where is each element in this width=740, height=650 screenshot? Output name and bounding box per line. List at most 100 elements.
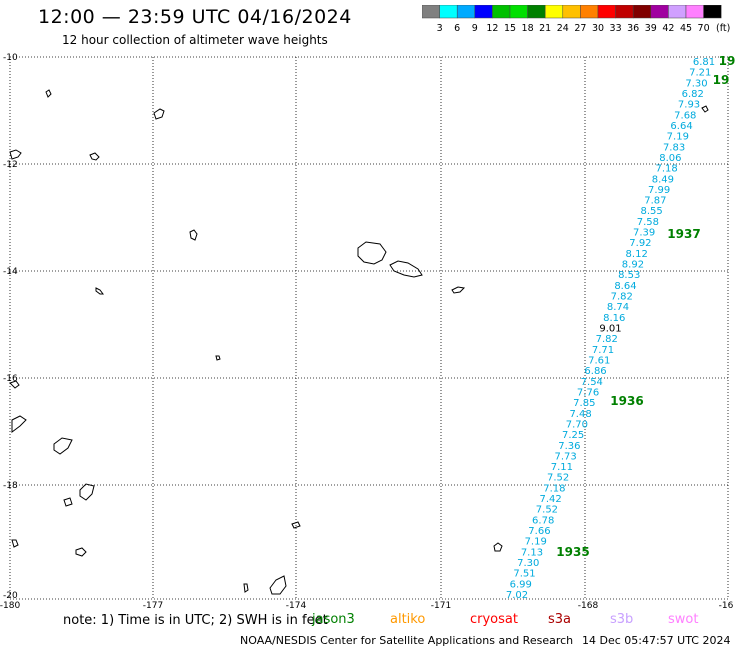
latitude-label: -18: [3, 481, 18, 491]
wave-height-value: 8.53: [618, 270, 640, 281]
colorbar-swatch: [703, 5, 722, 19]
generated-timestamp: 14 Dec 05:47:57 UTC 2024: [582, 634, 731, 647]
wave-height-value: 7.61: [588, 355, 610, 366]
wave-height-value: 7.30: [517, 558, 539, 569]
island-outline: [79, 483, 95, 501]
wave-height-value: 6.99: [510, 579, 532, 590]
wave-height-value: 7.83: [663, 142, 685, 153]
wave-height-value: 7.85: [573, 398, 595, 409]
wave-height-value: 7.19: [525, 537, 547, 548]
wave-height-value: 7.25: [562, 430, 584, 441]
colorbar-tick-label: 42: [662, 23, 674, 34]
wave-height-value: 8.55: [641, 206, 663, 217]
wave-height-colorbar: 3 6 9 12 15 18 21 24 27 30 33 36 39 42 45 70 (ft): [422, 5, 730, 34]
wave-height-value: 7.21: [689, 68, 711, 79]
longitude-label: -168: [578, 601, 599, 610]
wave-height-value: 7.30: [685, 78, 707, 89]
map-title: 12:00 — 23:59 UTC 04/16/2024: [38, 6, 352, 28]
longitude-label: -16: [719, 601, 734, 610]
wave-height-value: 8.16: [603, 313, 625, 324]
wave-height-value: 7.92: [629, 238, 651, 249]
wave-height-value: 7.54: [581, 377, 603, 388]
island-outline: [95, 287, 104, 295]
colorbar-tick-label: 33: [610, 23, 622, 34]
wave-height-value: 7.11: [551, 462, 573, 473]
island-outline: [11, 539, 19, 548]
wave-height-value: 7.58: [637, 217, 659, 228]
island-outline: [701, 105, 709, 113]
island-outline: [63, 497, 73, 507]
wave-height-value: 8.92: [622, 260, 644, 271]
pass-number-label: 19: [719, 54, 736, 68]
colorbar-tick-label: 9: [472, 23, 478, 34]
island-outline: [153, 108, 165, 120]
island-outline: [215, 355, 221, 361]
island-outline: [493, 542, 503, 552]
footer-note: note: 1) Time is in UTC; 2) SWH is in fe…: [63, 613, 328, 628]
wave-height-value: 7.82: [611, 292, 633, 303]
island-outline: [53, 437, 73, 455]
wave-height-value: 7.39: [633, 228, 655, 239]
island-outline: [11, 415, 27, 433]
wave-height-value: 6.64: [670, 121, 692, 132]
colorbar-tick-label: 12: [486, 23, 498, 34]
wave-height-value: 6.86: [584, 366, 606, 377]
island-outline: [45, 89, 52, 98]
map-grid: [9, 56, 729, 600]
colorbar-tick-label: 15: [504, 23, 516, 34]
mission-label-swot: swot: [668, 612, 699, 627]
colorbar-tick-label: 70: [698, 23, 710, 34]
wave-height-value: 7.48: [569, 409, 591, 420]
colorbar-tick-label: 21: [539, 23, 551, 34]
altimeter-map: 6.817.217.306.827.937.686.647.197.838.06…: [0, 53, 736, 610]
wave-height-value: 7.68: [674, 110, 696, 121]
wave-height-value: 7.93: [678, 100, 700, 111]
colorbar-tick-label: 18: [522, 23, 534, 34]
wave-height-value: 7.18: [655, 164, 677, 175]
wave-height-value: 7.70: [566, 419, 588, 430]
island-outline: [291, 521, 301, 529]
wave-height-value: 7.76: [577, 387, 599, 398]
wave-height-value: 8.49: [652, 174, 674, 185]
colorbar-unit: (ft): [716, 23, 730, 34]
pass-number-label: 1936: [610, 394, 643, 408]
colorbar-tick-label: 39: [645, 23, 657, 34]
island-outline: [189, 229, 198, 241]
wave-height-value: 6.81: [693, 57, 715, 68]
longitude-label: -174: [286, 601, 307, 610]
wave-height-value: 8.12: [626, 249, 648, 260]
mission-label-jason3: jason3: [312, 612, 355, 627]
island-outline: [269, 575, 287, 595]
pass-number-label: 1935: [556, 545, 589, 559]
wave-height-value: 7.87: [644, 196, 666, 207]
mission-label-altiko: altiko: [390, 612, 426, 627]
wave-height-value: 7.42: [540, 494, 562, 505]
pass-number-label: 19: [713, 73, 730, 87]
wave-height-value: 9.01: [599, 324, 621, 335]
axis-labels: -10 -12 -14 -16 -18 -20-180 -177 -174 -171 -168 -1…: [0, 53, 734, 610]
island-outline: [89, 152, 100, 161]
colorbar-tick-label: 3: [437, 23, 443, 34]
wave-height-value: 7.18: [543, 483, 565, 494]
wave-height-value: 7.51: [513, 569, 535, 580]
colorbar-tick-label: 24: [557, 23, 569, 34]
colorbar-tick-label: 30: [592, 23, 604, 34]
latitude-label: -10: [3, 53, 18, 63]
wave-height-value: 7.82: [596, 334, 618, 345]
island-outline: [389, 260, 423, 278]
credit-line: NOAA/NESDIS Center for Satellite Applica…: [240, 634, 574, 647]
wave-height-value: 8.06: [659, 153, 681, 164]
island-outline: [75, 547, 87, 557]
wave-height-value: 7.52: [536, 505, 558, 516]
mission-label-cryosat: cryosat: [470, 612, 518, 627]
longitude-label: -180: [0, 601, 20, 610]
island-outline: [243, 583, 249, 593]
wave-height-value: 7.19: [667, 132, 689, 143]
island-outlines: [9, 89, 709, 595]
wave-height-value: 7.66: [528, 526, 550, 537]
latitude-label: -12: [3, 160, 18, 170]
wave-height-value: 7.36: [558, 441, 580, 452]
wave-height-value: 8.74: [607, 302, 629, 313]
colorbar-tick-label: 27: [574, 23, 586, 34]
wave-height-value: 8.64: [614, 281, 636, 292]
